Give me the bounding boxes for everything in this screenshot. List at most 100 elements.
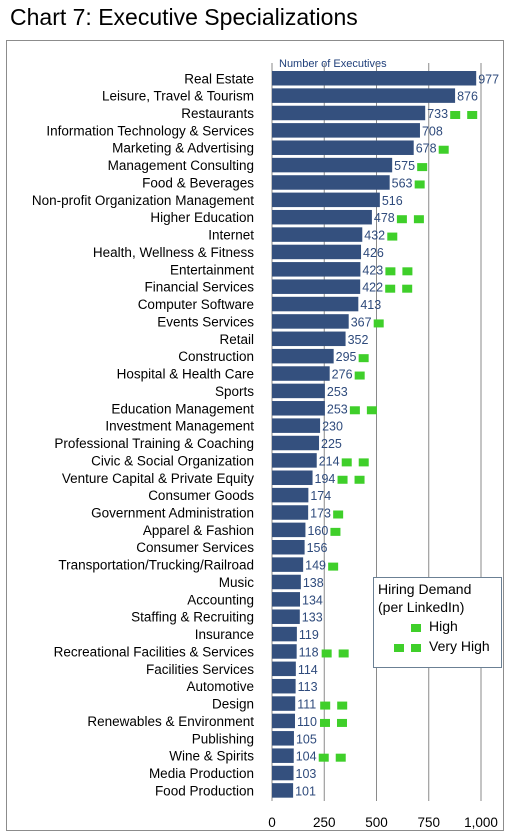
value-label: 516 <box>382 194 403 208</box>
value-label: 133 <box>302 611 323 625</box>
category-labels: Real Estate Leisure, Travel & Tourism Rest… <box>32 71 254 798</box>
value-label: 678 <box>416 142 437 156</box>
bar <box>272 748 294 763</box>
category-label: Education Management <box>111 401 254 416</box>
category-label: Consumer Services <box>136 540 254 555</box>
high-demand-marker <box>387 232 398 241</box>
value-label: 105 <box>296 732 317 746</box>
legend-title-line2: (per LinkedIn) <box>378 599 465 615</box>
very-high-demand-marker <box>337 701 348 710</box>
very-high-demand-marker <box>354 475 365 484</box>
bar <box>272 435 320 451</box>
very-high-demand-marker <box>320 701 331 710</box>
value-label: 422 <box>362 281 383 295</box>
category-label: Health, Wellness & Fitness <box>93 245 254 260</box>
bar <box>272 209 372 225</box>
demand-markers <box>318 110 478 762</box>
legend-very-high-marker-2 <box>411 644 421 652</box>
category-label: Music <box>219 575 255 590</box>
axis-title: Number of Executives <box>279 58 387 70</box>
high-demand-marker <box>417 163 428 172</box>
category-label: Recreational Facilities & Services <box>54 644 255 659</box>
category-label: Automotive <box>186 679 254 694</box>
value-label: 225 <box>321 437 342 451</box>
value-label: 134 <box>302 593 323 607</box>
legend-very-high-marker-1 <box>394 644 404 652</box>
value-label: 149 <box>305 559 326 573</box>
high-demand-marker <box>414 180 425 189</box>
category-label: Design <box>212 697 254 712</box>
value-label: 367 <box>351 315 372 329</box>
category-label: Professional Training & Coaching <box>54 436 254 451</box>
very-high-demand-marker <box>358 458 369 467</box>
bar-chart: Number of Executives Real Estate Leisure,… <box>32 58 499 830</box>
category-label: Renewables & Environment <box>87 714 254 729</box>
bar <box>272 574 301 590</box>
bar <box>272 314 349 329</box>
category-label: Non-profit Organization Management <box>32 193 254 208</box>
category-label: Consumer Goods <box>148 488 254 503</box>
value-label: 119 <box>299 628 319 642</box>
legend-high-label: High <box>429 618 458 634</box>
value-label: 733 <box>427 107 448 121</box>
legend-very-high-label: Very High <box>429 638 490 654</box>
bar <box>272 296 359 312</box>
value-label: 708 <box>422 124 443 138</box>
bar <box>272 88 456 103</box>
very-high-demand-marker <box>337 475 348 484</box>
category-label: Food & Beverages <box>142 175 254 190</box>
high-demand-marker <box>438 145 449 154</box>
category-label: Food Production <box>155 783 254 798</box>
bar <box>272 644 297 659</box>
high-demand-marker <box>328 562 339 571</box>
very-high-demand-marker <box>467 110 478 119</box>
bar <box>272 522 306 538</box>
legend-title-line1: Hiring Demand <box>378 581 472 597</box>
bar <box>272 783 294 798</box>
x-tick-label: 250 <box>313 815 336 830</box>
category-label: Wine & Spirits <box>169 749 254 764</box>
value-label: 114 <box>298 663 318 677</box>
category-label: Apparel & Fashion <box>143 523 254 538</box>
x-tick-label: 500 <box>365 815 388 830</box>
bar <box>272 401 325 416</box>
bar <box>272 609 300 624</box>
bar <box>272 713 295 729</box>
category-label: Investment Management <box>105 419 254 434</box>
value-label: 230 <box>322 420 343 434</box>
value-label: 478 <box>374 211 395 225</box>
value-label: 174 <box>310 489 331 503</box>
bar <box>272 244 362 260</box>
category-label: Higher Education <box>150 210 254 225</box>
category-label: Retail <box>219 332 254 347</box>
category-label: Events Services <box>157 314 254 329</box>
bars <box>272 71 477 798</box>
value-label: 118 <box>299 645 319 659</box>
bar <box>272 505 309 520</box>
bar <box>272 123 420 138</box>
category-label: Construction <box>178 349 254 364</box>
value-label: 276 <box>332 368 353 382</box>
category-label: Real Estate <box>184 71 254 86</box>
high-demand-marker <box>373 319 384 328</box>
bar <box>272 453 317 468</box>
chart-title: Chart 7: Executive Specializations <box>10 4 358 30</box>
bar <box>272 348 334 364</box>
category-label: Facilities Services <box>146 662 254 677</box>
value-label: 423 <box>362 263 383 277</box>
bar <box>272 696 296 711</box>
value-label: 977 <box>478 72 499 86</box>
very-high-demand-marker <box>413 215 424 224</box>
category-label: Marketing & Advertising <box>112 141 254 156</box>
bar <box>272 592 301 607</box>
category-label: Computer Software <box>138 297 254 312</box>
value-label: 214 <box>319 454 340 468</box>
bar <box>272 418 321 433</box>
very-high-demand-marker <box>450 110 461 119</box>
value-label: 876 <box>457 90 478 104</box>
chart-frame: Number of Executives Real Estate Leisure,… <box>6 40 504 831</box>
category-label: Leisure, Travel & Tourism <box>102 89 254 104</box>
bar <box>272 731 294 746</box>
very-high-demand-marker <box>341 458 352 467</box>
value-label: 173 <box>310 507 331 521</box>
